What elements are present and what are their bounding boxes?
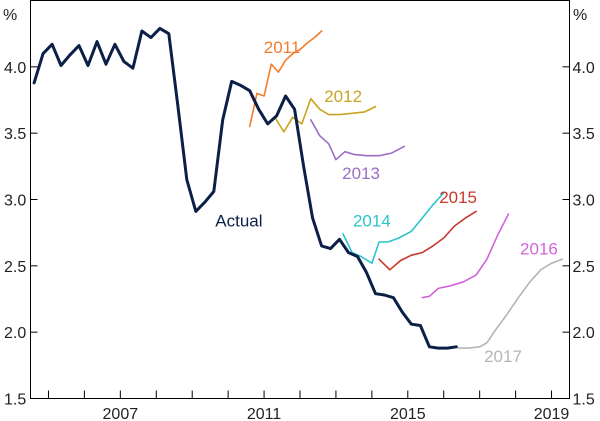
y-tick-label-right: 4.0 (573, 60, 595, 77)
y-tick-label-right: 2.5 (573, 259, 595, 276)
y-tick-label-left: 2.0 (4, 325, 26, 342)
series-line-2013 (309, 119, 406, 161)
series-label-2013: 2013 (342, 164, 380, 183)
series-line-2016 (421, 213, 510, 299)
y-unit-right: % (573, 7, 587, 24)
x-tick-label: 2019 (534, 406, 570, 421)
series-label-2012: 2012 (324, 87, 362, 106)
series-label-2017: 2017 (484, 347, 522, 366)
y-tick-label-left: 3.0 (4, 193, 26, 210)
y-tick-label-right: 2.0 (573, 325, 595, 342)
series-label-2014: 2014 (353, 212, 391, 231)
x-tick-label: 2007 (103, 406, 139, 421)
y-tick-label-right: 3.5 (573, 126, 595, 143)
y-tick-label-left: 2.5 (4, 259, 26, 276)
y-unit-left: % (3, 7, 17, 24)
y-tick-label-right: 3.0 (573, 193, 595, 210)
series-labels: 2011 2012 2013 2014 2015 2016 2017 Actual (215, 38, 558, 366)
x-tick-label: 2015 (390, 406, 426, 421)
series-line-2011 (248, 30, 323, 128)
series-label-2011: 2011 (264, 38, 301, 57)
series-lines (32, 26, 564, 350)
x-tick-label: 2011 (247, 406, 282, 421)
x-axis-ticks: 2007 2011 2015 2019 (47, 390, 570, 421)
y-axis-ticks: 1.5 1.5 2.0 2.0 2.5 2.5 3.0 3.0 3.5 3.5 4.0 4.0 (4, 60, 595, 409)
series-line-actual (32, 26, 458, 350)
y-tick-label-right: 1.5 (573, 392, 595, 409)
series-line-2017 (457, 258, 564, 349)
series-line-2012 (273, 97, 377, 133)
y-tick-label-left: 3.5 (4, 126, 26, 143)
series-label-actual: Actual (215, 212, 262, 231)
series-label-2015: 2015 (439, 188, 477, 207)
y-tick-label-left: 1.5 (4, 392, 26, 409)
series-line-2015 (378, 210, 477, 271)
y-tick-label-left: 4.0 (4, 60, 26, 77)
series-label-2016: 2016 (520, 240, 558, 259)
